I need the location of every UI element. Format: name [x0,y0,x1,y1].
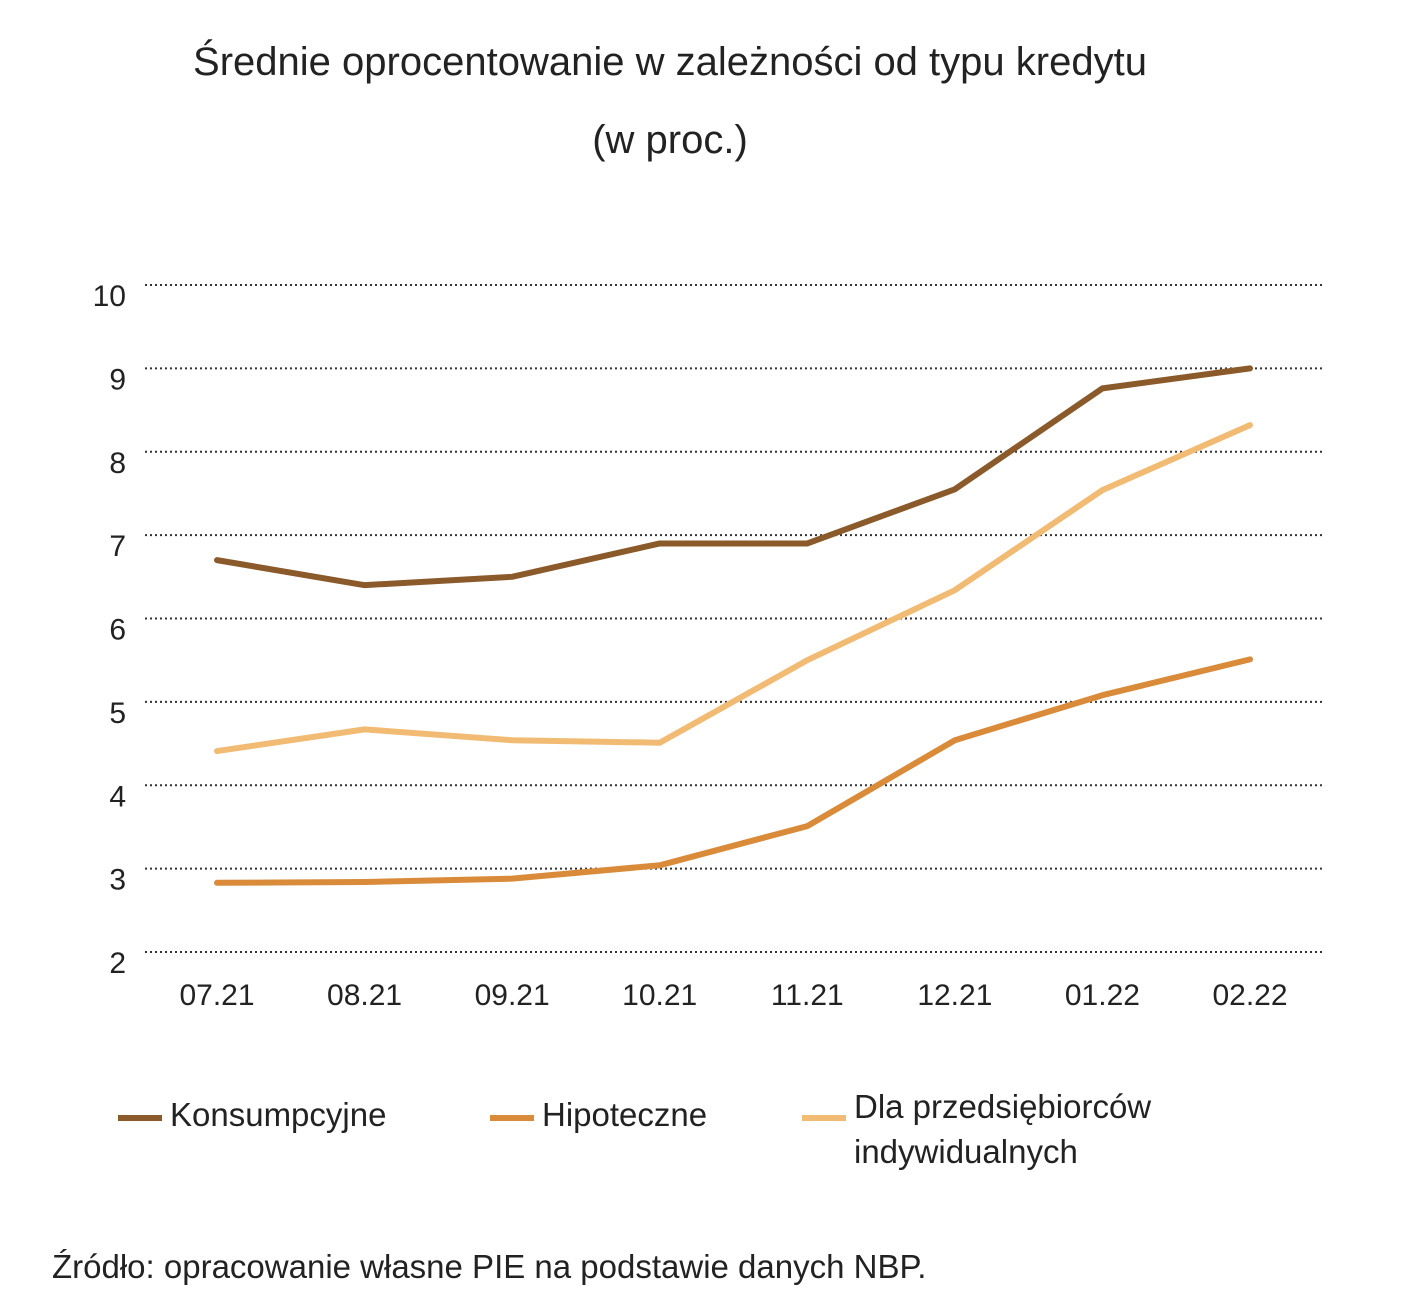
legend-label: Hipoteczne [542,1096,708,1133]
y-tick-label: 5 [109,697,126,730]
y-tick-label: 3 [109,864,126,897]
chart-title: Średnie oprocentowanie w zależności od t… [0,34,1340,168]
y-tick-label: 4 [109,780,126,813]
chart-subtitle: (w proc.) [592,118,748,162]
legend-label-line: Dla przedsiębiorców [854,1088,1152,1125]
legend-item-konsumpcyjne: Konsumpcyjne [118,1096,386,1134]
legend-label: Dla przedsiębiorców indywidualnych [854,1084,1151,1174]
series-line-1 [214,656,1253,886]
legend-item-przedsiebiorcy: Dla przedsiębiorców indywidualnych [802,1088,1151,1174]
legend-label: Konsumpcyjne [170,1096,387,1133]
x-tick-label: 01.22 [1065,979,1140,1012]
legend-swatch [802,1115,846,1121]
source-note: Źródło: opracowanie własne PIE na podsta… [52,1248,927,1285]
x-tick-label: 10.21 [622,979,697,1012]
series-line-2 [214,422,1253,755]
x-tick-label: 09.21 [475,979,550,1012]
legend-label-line: indywidualnych [854,1133,1078,1170]
y-tick-label: 8 [109,447,126,480]
y-tick-label: 9 [109,363,126,396]
x-tick-label: 07.21 [179,979,254,1012]
line-chart: 10 9 8 7 6 5 4 3 2 07.21 08.21 09.21 10.21 11.21 12.21… [93,280,1325,1012]
x-tick-label: 11.21 [771,979,844,1012]
x-tick-label: 02.22 [1212,979,1287,1012]
y-tick-label: 7 [109,530,126,563]
legend-swatch [490,1115,534,1121]
chart-title-main: Średnie oprocentowanie w zależności od t… [193,40,1147,84]
legend-swatch [118,1115,162,1121]
y-tick-label: 2 [109,947,126,980]
x-tick-label: 12.21 [917,979,992,1012]
y-tick-label: 6 [109,614,126,647]
y-tick-label: 10 [93,280,126,313]
x-tick-label: 08.21 [327,979,402,1012]
series-line-0 [214,365,1253,589]
legend-item-hipoteczne: Hipoteczne [490,1096,707,1134]
